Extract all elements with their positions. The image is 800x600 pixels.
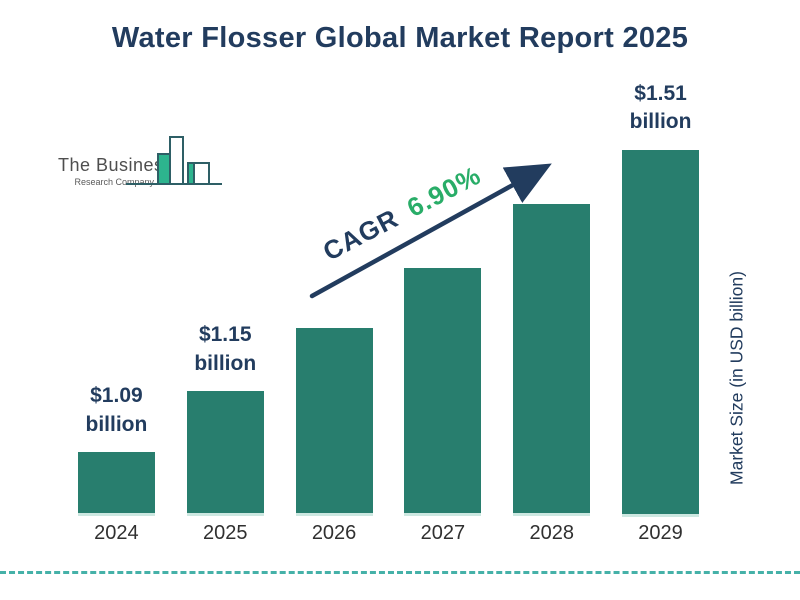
bar-2028: [513, 204, 591, 513]
bottom-dashed-divider: [0, 571, 800, 574]
logo: The Business Research Company: [58, 134, 233, 194]
value-label-2024: $1.09 billion: [85, 384, 148, 436]
bar-base-strip-2025: [186, 513, 264, 516]
x-tick-2027: 2027: [420, 522, 466, 544]
bar-base-strip-2028: [513, 513, 591, 516]
value-label-2029: $1.51 billion: [629, 82, 692, 134]
bar-group-2029: $1.51 billion 2029: [606, 80, 715, 551]
bar-group-2028: 2028: [497, 80, 606, 551]
bar-group-2026: 2026: [280, 80, 389, 551]
bar-base-strip-2027: [404, 513, 482, 516]
bar-2025: [186, 391, 264, 513]
logo-text-line1: The Business: [58, 155, 174, 175]
bar-chart: $1.09 billion 2024 $1.15 billion 2025 2026 2027…: [62, 80, 715, 551]
logo-bar-chart-icon: [126, 136, 222, 185]
x-tick-2029: 2029: [638, 522, 683, 545]
logo-text-line2: Research Company: [74, 177, 154, 187]
logo-text: The Business Research Company: [58, 155, 174, 187]
x-tick-2024: 2024: [94, 522, 139, 544]
x-tick-2025: 2025: [202, 522, 248, 544]
y-axis-label: Market Size (in USD billion): [726, 271, 747, 485]
bar-group-2024: $1.09 billion 2024: [62, 80, 171, 551]
bar-group-2025: $1.15 billion 2025: [171, 80, 280, 551]
page-title: Water Flosser Global Market Report 2025: [111, 22, 689, 54]
bar-base-strip-2024: [77, 513, 155, 516]
bar-2026: [295, 328, 373, 513]
bar-base-strip-2026: [295, 513, 373, 516]
bar-2027: [404, 268, 482, 513]
x-tick-2026: 2026: [311, 522, 357, 544]
bar-2024: [77, 452, 155, 513]
bar-2029: [622, 149, 700, 514]
bar-group-2027: 2027: [388, 80, 497, 551]
bar-base-strip-2029: [622, 513, 700, 517]
x-tick-2028: 2028: [529, 522, 574, 544]
value-label-2025: $1.15 billion: [194, 323, 257, 375]
